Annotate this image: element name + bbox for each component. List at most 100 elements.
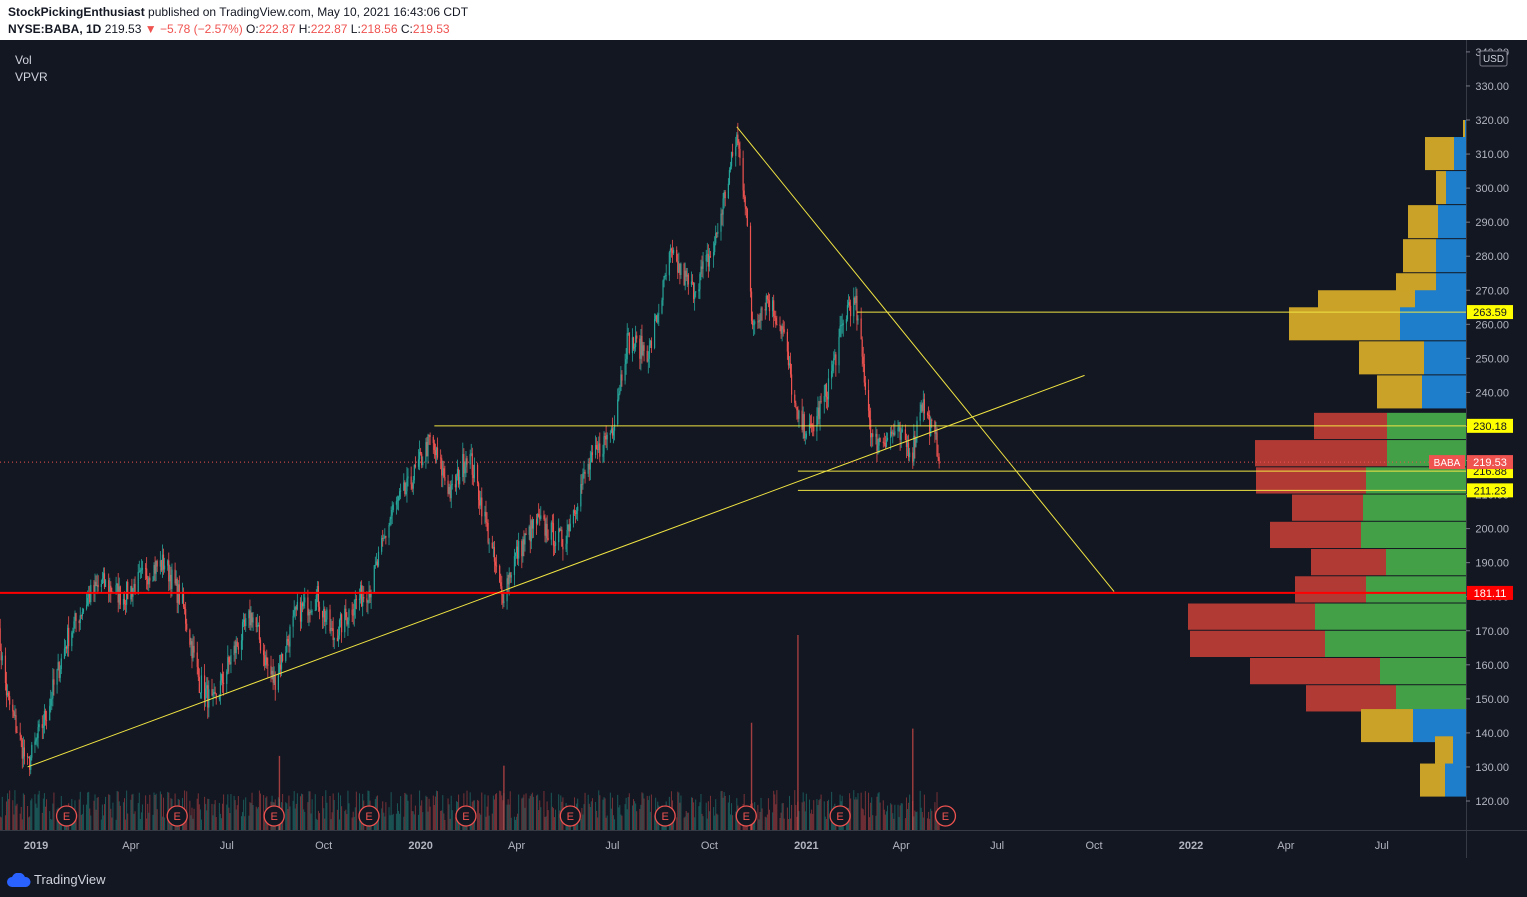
candle [36, 733, 38, 747]
earnings-marker-icon[interactable]: E [829, 805, 851, 827]
candle [366, 591, 368, 613]
candle [521, 539, 523, 569]
chart-area[interactable]: E E E E E E E E E E 120.00 130.00 140.00 150.00 160.0… [0, 40, 1527, 868]
trend-line[interactable] [736, 126, 1115, 592]
candle [574, 509, 577, 524]
vp-row-part-b [1396, 685, 1466, 712]
svg-text:E: E [462, 811, 469, 823]
candle [721, 209, 723, 226]
indicator-vpvr[interactable]: VPVR [15, 70, 48, 84]
vp-row [1403, 239, 1466, 273]
candle [281, 653, 284, 663]
candle [178, 575, 180, 605]
volume-bar [219, 813, 221, 830]
candle [352, 603, 354, 625]
indicator-vol[interactable]: Vol [15, 53, 32, 67]
candle [921, 402, 923, 413]
candle [392, 502, 394, 513]
volume-bar [235, 809, 237, 830]
candle [714, 236, 716, 256]
volume-bar [411, 811, 413, 830]
tradingview-brand[interactable]: TradingView [34, 872, 106, 887]
candle [351, 602, 353, 622]
candle [414, 456, 416, 469]
price-chart[interactable]: E E E E E E E E E E 120.00 130.00 140.00 150.00 160.0… [0, 40, 1527, 868]
candle [820, 393, 822, 404]
volume-bar [588, 803, 590, 830]
candle [206, 677, 208, 699]
y-tick-label: 280.00 [1475, 251, 1509, 263]
candle [440, 449, 442, 470]
candle [376, 559, 379, 568]
volume-spike [797, 635, 799, 830]
earnings-marker-icon[interactable]: E [654, 805, 676, 827]
volume-bar [117, 791, 119, 830]
volume-bar [692, 797, 694, 830]
volume-bar [861, 808, 863, 830]
candle [277, 662, 279, 693]
volume-bar [301, 793, 303, 830]
candle [463, 448, 465, 485]
candle [138, 560, 140, 573]
volume-bar [132, 793, 134, 830]
volume-bar [676, 817, 678, 830]
volume-bar [509, 791, 511, 830]
candle [331, 620, 333, 632]
volume-bar [82, 804, 84, 830]
earnings-marker-icon[interactable]: E [559, 805, 581, 827]
candle [605, 425, 607, 449]
candle [695, 291, 697, 298]
x-tick-label: 2021 [794, 840, 818, 852]
volume-bar [827, 799, 829, 830]
publisher-name[interactable]: StockPickingEnthusiast [8, 5, 145, 19]
vp-row-part-a [1359, 341, 1424, 375]
candle [524, 533, 526, 552]
candle [606, 432, 608, 451]
candle [9, 691, 11, 711]
candle [789, 352, 792, 378]
volume-bar [381, 808, 383, 830]
candle [65, 645, 68, 654]
candle [148, 576, 150, 592]
earnings-marker-icon[interactable]: E [263, 805, 285, 827]
vp-row-part-a [1377, 375, 1422, 409]
drawings[interactable] [0, 126, 1466, 768]
tradingview-cloud-icon[interactable] [6, 873, 32, 889]
candle [193, 636, 195, 658]
volume-bar [516, 816, 518, 830]
candle [395, 496, 398, 515]
volume-bar [708, 811, 710, 830]
candle [913, 424, 915, 466]
earnings-marker-icon[interactable]: E [934, 805, 957, 827]
candle [898, 422, 900, 432]
volume-bar [871, 797, 873, 830]
volume-bar [558, 794, 560, 830]
volume-bar [819, 798, 821, 830]
earnings-marker-icon[interactable]: E [455, 805, 477, 827]
earnings-marker-icon[interactable]: E [358, 805, 380, 827]
volume-bar [530, 794, 532, 830]
volume-bar [900, 803, 902, 830]
volume-bar [685, 810, 687, 830]
axes: 120.00130.00140.00150.00160.00170.00180.… [0, 40, 1527, 858]
volume-bar [154, 794, 156, 830]
earnings-marker-icon[interactable]: E [166, 805, 188, 827]
currency-badge[interactable]: USD [1479, 50, 1508, 67]
candle [631, 328, 634, 362]
candle [627, 327, 629, 336]
earnings-marker-icon[interactable]: E [735, 805, 757, 827]
candle [81, 607, 83, 621]
trend-line[interactable] [27, 374, 1085, 768]
candle [149, 572, 151, 588]
candle [115, 576, 117, 595]
candle [926, 411, 929, 419]
volume-bar [303, 809, 305, 830]
candle [899, 421, 901, 451]
earnings-marker-icon[interactable]: E [55, 805, 78, 827]
candle [237, 642, 239, 655]
volume-bar [628, 793, 630, 830]
candle [692, 282, 695, 304]
candle [64, 640, 67, 657]
volume-bar [787, 818, 789, 830]
